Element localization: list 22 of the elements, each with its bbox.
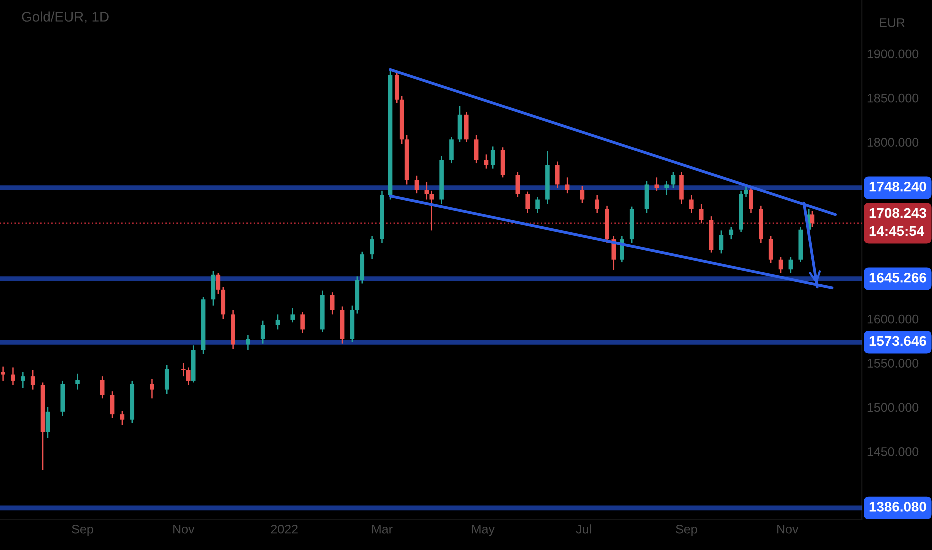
- y-tick-label: 1500.000: [868, 403, 919, 412]
- x-tick-label: Sep: [72, 524, 94, 536]
- y-tick-label: 1550.000: [868, 359, 919, 368]
- y-tick-label: 1900.000: [868, 50, 919, 59]
- ref-line-label: 1708.243 14:45:54: [870, 208, 926, 236]
- y-tick-label: 1450.000: [868, 447, 919, 456]
- ref-line-label: 1386.080: [870, 502, 926, 512]
- x-tick-label: Jul: [576, 524, 592, 534]
- x-tick-label: 2022: [271, 524, 298, 534]
- x-tick-label: Nov: [778, 525, 799, 534]
- x-tick-label: Nov: [174, 525, 195, 534]
- ref-line-label: 1645.266: [870, 272, 926, 283]
- ref-line-label: 1573.646: [870, 336, 926, 346]
- x-tick-label: May: [472, 525, 495, 536]
- y-tick-label: 1850.000: [868, 94, 919, 103]
- y-axis-title: EUR: [880, 18, 905, 28]
- text: Gold/EUR, 1D: [22, 12, 109, 24]
- x-tick-label: Mar: [372, 525, 393, 534]
- y-tick-label: 1800.000: [868, 138, 919, 147]
- ref-line-label: 1748.240: [870, 182, 926, 192]
- x-tick-label: Sep: [676, 524, 698, 536]
- y-tick-label: 1600.000: [868, 314, 919, 324]
